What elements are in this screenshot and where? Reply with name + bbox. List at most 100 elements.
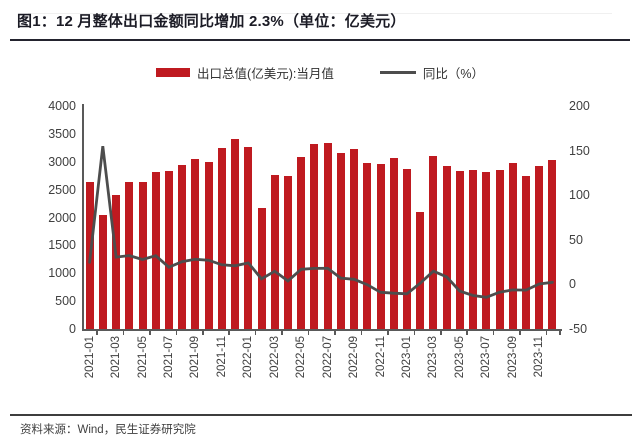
- x-axis-tick: [149, 330, 151, 335]
- x-axis-label-2022-11: 2022-11: [374, 336, 387, 378]
- export-bar-2023-10: [521, 175, 530, 329]
- x-axis-label-2023-05: 2023-05: [453, 336, 466, 379]
- left-axis-tick-label: 2000: [48, 210, 76, 225]
- export-bar-2023-05: [455, 170, 464, 329]
- export-bar-2022-10: [363, 162, 372, 329]
- x-axis-line: [82, 329, 562, 331]
- legend-item-exports: 出口总值(亿美元):当月值: [156, 63, 334, 82]
- x-axis-tick: [360, 330, 363, 335]
- left-axis-tick-label: 3500: [48, 126, 76, 141]
- export-bar-2023-08: [495, 170, 504, 329]
- yoy-line: [88, 146, 554, 299]
- export-bar-2023-04: [442, 165, 451, 329]
- x-axis-label-2023-11: 2023-11: [533, 336, 546, 378]
- right-axis-tick-label: 0: [569, 277, 576, 292]
- export-bar-2022-05: [297, 157, 306, 329]
- x-axis-label-2022-05: 2022-05: [295, 336, 308, 379]
- source-note: 资料来源：Wind，民生证券研究院: [20, 424, 196, 436]
- x-axis-tick: [254, 330, 257, 335]
- left-axis-tick-label: 1500: [48, 238, 76, 253]
- x-axis-label-2021-09: 2021-09: [189, 336, 202, 379]
- right-axis-tick-label: -50: [569, 322, 588, 336]
- export-bar-2022-08: [336, 153, 345, 329]
- export-bar-2021-10: [204, 161, 213, 329]
- x-axis-label-2021-11: 2021-11: [215, 336, 228, 378]
- x-axis-label-2022-01: 2022-01: [242, 336, 255, 379]
- x-axis-label-2022-07: 2022-07: [321, 336, 334, 379]
- export-bar-2022-02: [257, 207, 266, 329]
- left-axis-tick-label: 500: [55, 294, 76, 309]
- x-axis-label-2021-07: 2021-07: [162, 336, 175, 379]
- export-bar-2022-03: [270, 175, 279, 329]
- yoy-line-chart: [88, 146, 554, 299]
- x-axis-tick: [281, 330, 283, 335]
- left-axis-tick-label: 3000: [48, 154, 76, 169]
- export-bar-2023-09: [508, 163, 517, 329]
- export-bar-2022-04: [283, 176, 292, 329]
- x-axis-label-2023-07: 2023-07: [480, 336, 493, 379]
- legend-item-yoy: 同比（%）: [379, 63, 484, 82]
- export-bar-2023-02: [416, 212, 425, 329]
- x-axis-label-2021-05: 2021-05: [136, 336, 149, 379]
- export-bar-2021-03: [112, 194, 121, 329]
- plot-area: [83, 106, 559, 329]
- export-bar-2021-06: [151, 172, 160, 329]
- x-axis-tick: [202, 330, 204, 335]
- right-axis-tick-label: 150: [569, 143, 590, 158]
- export-bar-2023-11: [535, 166, 544, 329]
- x-axis-tick: [122, 330, 125, 335]
- x-axis-tick: [334, 330, 336, 335]
- title-underline: [10, 39, 630, 41]
- left-y-axis-line: [82, 104, 84, 331]
- x-axis-tick: [545, 330, 548, 335]
- x-axis-tick: [387, 330, 389, 335]
- export-bar-2023-01: [402, 169, 411, 329]
- export-bar-2022-01: [244, 146, 253, 329]
- x-axis-label-2021-03: 2021-03: [110, 336, 123, 379]
- bar-series-swatch: [156, 67, 191, 77]
- x-axis-tick: [307, 330, 310, 335]
- left-axis-tick-label: 0: [69, 322, 76, 336]
- x-axis-label-2021-01: 2021-01: [83, 336, 96, 379]
- export-bar-2021-07: [164, 171, 173, 329]
- export-bar-2021-11: [217, 147, 226, 329]
- right-axis-tick-label: 100: [569, 188, 590, 203]
- right-axis-tick-label: 200: [569, 99, 590, 113]
- x-axis-tick: [96, 330, 98, 335]
- page-top-divider: [28, 13, 612, 14]
- x-axis-tick: [413, 330, 416, 335]
- export-bar-2022-09: [350, 149, 359, 329]
- export-bar-2023-03: [429, 156, 438, 329]
- x-axis-label-2023-09: 2023-09: [506, 336, 519, 379]
- left-axis-tick-label: 4000: [48, 99, 76, 113]
- x-axis-tick: [466, 330, 468, 335]
- chart-title: 图1：12 月整体出口金额同比增加 2.3%（单位：亿美元）: [17, 13, 406, 30]
- x-axis-label-2023-01: 2023-01: [400, 336, 413, 379]
- x-axis-tick: [228, 330, 230, 335]
- export-bar-2021-09: [191, 158, 200, 329]
- x-axis-tick: [519, 330, 521, 335]
- export-bar-2022-11: [376, 163, 385, 329]
- export-bar-2022-06: [310, 144, 319, 329]
- export-bar-2023-12: [548, 159, 557, 329]
- x-axis-label-2022-03: 2022-03: [268, 336, 281, 379]
- left-axis-tick-label: 1000: [48, 266, 76, 281]
- x-axis-tick: [440, 330, 442, 335]
- export-bar-2021-05: [138, 181, 147, 329]
- right-axis-tick-label: 50: [569, 232, 583, 247]
- x-axis-tick: [175, 330, 178, 335]
- x-axis-tick: [559, 330, 561, 335]
- chart-legend: 出口总值(亿美元):当月值 同比（%）: [0, 62, 640, 82]
- line-series-swatch: [379, 70, 416, 74]
- export-bar-2022-12: [389, 158, 398, 329]
- left-axis-tick-label: 2500: [48, 182, 76, 197]
- export-bar-2021-12: [231, 139, 240, 329]
- export-bar-2022-07: [323, 143, 332, 329]
- legend-label-yoy: 同比（%）: [422, 66, 484, 81]
- legend-label-exports: 出口总值(亿美元):当月值: [197, 66, 334, 81]
- export-bar-2023-06: [469, 169, 478, 329]
- x-axis-label-2023-03: 2023-03: [427, 336, 440, 379]
- export-bar-2021-02: [98, 214, 107, 329]
- footer-divider: [10, 414, 632, 416]
- export-bar-2023-07: [482, 171, 491, 329]
